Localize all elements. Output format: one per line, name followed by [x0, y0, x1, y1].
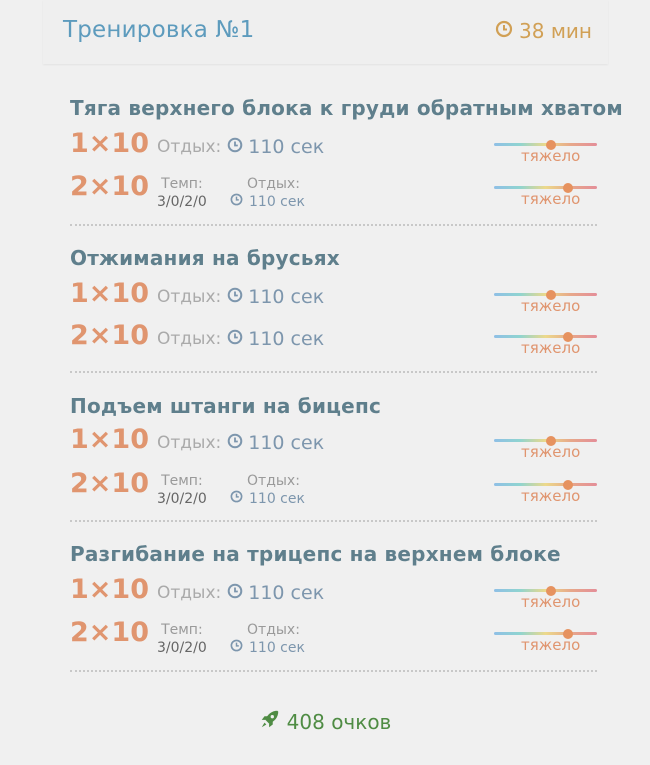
section-divider: [70, 670, 597, 672]
intensity-track: [494, 632, 597, 635]
intensity-track: [494, 143, 597, 146]
rest-label: Отдых:: [157, 583, 222, 603]
intensity-thumb[interactable]: [563, 628, 574, 639]
tempo-label: Темп:: [161, 473, 203, 489]
set-reps: 1×10: [70, 424, 149, 455]
rest-label: Отдых:: [157, 329, 222, 349]
workout-title: Тренировка №1: [63, 17, 255, 43]
intensity-label: тяжело: [521, 339, 581, 357]
intensity-track: [494, 335, 597, 338]
exercise-name: Подъем штанги на бицепс: [70, 394, 382, 418]
exercise-set-row: 2×10 Темп: 3/0/2/0 Отдых: 110 сек тяжело: [70, 617, 597, 657]
tempo-info: Темп: 3/0/2/0: [157, 175, 207, 211]
rest-value: 110 сек: [248, 582, 325, 604]
set-reps: 1×10: [70, 574, 149, 605]
intensity-label: тяжело: [521, 190, 581, 208]
intensity-label: тяжело: [521, 147, 581, 165]
exercise-set-row: 1×10 Отдых: 110 сек тяжело: [70, 574, 597, 614]
rest-value: 110 сек: [249, 640, 305, 656]
tempo-value: 3/0/2/0: [157, 640, 207, 656]
exercise-set-row: 2×10 Отдых: 110 сек тяжело: [70, 320, 597, 360]
set-reps: 1×10: [70, 278, 149, 309]
intensity-track: [494, 293, 597, 296]
intensity-track: [494, 589, 597, 592]
clock-icon: [495, 19, 513, 43]
rest-label: Отдых:: [157, 287, 222, 307]
clock-icon: [227, 329, 243, 350]
rest-info: Отдых: 110 сек: [157, 582, 324, 604]
rest-label: Отдых:: [247, 473, 300, 489]
clock-icon: [230, 490, 243, 508]
intensity-track: [494, 186, 597, 189]
section-divider: [70, 224, 597, 226]
section-divider: [70, 371, 597, 373]
set-reps: 2×10: [70, 171, 149, 202]
clock-icon: [230, 639, 243, 657]
rest-value: 110 сек: [248, 328, 325, 350]
tempo-info: Темп: 3/0/2/0: [157, 621, 207, 657]
intensity-label: тяжело: [521, 443, 581, 461]
rocket-icon: [259, 708, 281, 735]
workout-header: Тренировка №1 38 мин: [43, 0, 608, 64]
tempo-label: Темп:: [161, 176, 203, 192]
tempo-label: Темп:: [161, 622, 203, 638]
points-footer: 408 очков: [0, 708, 650, 735]
rest-value: 110 сек: [248, 286, 325, 308]
rest-value: 110 сек: [248, 136, 325, 158]
rest-info: Отдых: 110 сек: [230, 621, 305, 657]
rest-value: 110 сек: [249, 194, 305, 210]
exercise-set-row: 1×10 Отдых: 110 сек тяжело: [70, 424, 597, 464]
tempo-value: 3/0/2/0: [157, 194, 207, 210]
clock-icon: [230, 193, 243, 211]
set-reps: 1×10: [70, 128, 149, 159]
clock-icon: [227, 137, 243, 158]
clock-icon: [227, 583, 243, 604]
exercise-name: Тяга верхнего блока к груди обратным хва…: [70, 96, 623, 120]
clock-icon: [227, 287, 243, 308]
intensity-thumb[interactable]: [563, 182, 574, 193]
rest-label: Отдых:: [157, 137, 222, 157]
exercise-set-row: 2×10 Темп: 3/0/2/0 Отдых: 110 сек тяжело: [70, 468, 597, 508]
tempo-info: Темп: 3/0/2/0: [157, 472, 207, 508]
intensity-label: тяжело: [521, 593, 581, 611]
exercise-set-row: 2×10 Темп: 3/0/2/0 Отдых: 110 сек тяжело: [70, 171, 597, 211]
rest-info: Отдых: 110 сек: [157, 136, 324, 158]
rest-info: Отдых: 110 сек: [157, 328, 324, 350]
exercise-name: Отжимания на брусьях: [70, 246, 340, 270]
intensity-thumb[interactable]: [563, 331, 574, 342]
rest-label: Отдых:: [157, 433, 222, 453]
rest-info: Отдых: 110 сек: [230, 472, 305, 508]
set-reps: 2×10: [70, 468, 149, 499]
intensity-track: [494, 483, 597, 486]
intensity-track: [494, 439, 597, 442]
intensity-thumb[interactable]: [545, 585, 556, 596]
points-value: 408 очков: [286, 709, 392, 734]
intensity-thumb[interactable]: [545, 289, 556, 300]
set-reps: 2×10: [70, 320, 149, 351]
intensity-label: тяжело: [521, 636, 581, 654]
intensity-label: тяжело: [521, 487, 581, 505]
rest-info: Отдых: 110 сек: [230, 175, 305, 211]
rest-label: Отдых:: [247, 622, 300, 638]
duration-value: 38 мин: [519, 19, 592, 43]
tempo-value: 3/0/2/0: [157, 491, 207, 507]
rest-value: 110 сек: [249, 491, 305, 507]
intensity-thumb[interactable]: [563, 479, 574, 490]
rest-value: 110 сек: [248, 432, 325, 454]
rest-info: Отдых: 110 сек: [157, 432, 324, 454]
set-reps: 2×10: [70, 617, 149, 648]
clock-icon: [227, 433, 243, 454]
section-divider: [70, 520, 597, 522]
intensity-thumb[interactable]: [545, 139, 556, 150]
workout-duration: 38 мин: [495, 19, 592, 43]
intensity-thumb[interactable]: [545, 435, 556, 446]
exercise-set-row: 1×10 Отдых: 110 сек тяжело: [70, 128, 597, 168]
rest-info: Отдых: 110 сек: [157, 286, 324, 308]
intensity-label: тяжело: [521, 297, 581, 315]
exercise-name: Разгибание на трицепс на верхнем блоке: [70, 542, 561, 566]
exercise-set-row: 1×10 Отдых: 110 сек тяжело: [70, 278, 597, 318]
rest-label: Отдых:: [247, 176, 300, 192]
